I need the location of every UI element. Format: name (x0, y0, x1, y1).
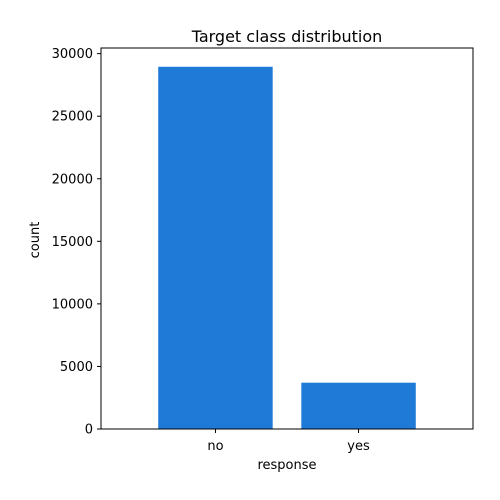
plot-frame (100, 47, 474, 430)
y-tick-label: 0 (85, 423, 93, 438)
x-axis: no yes (207, 429, 370, 454)
x-tick-label: yes (347, 439, 370, 454)
y-axis: 0 5000 10000 15000 20000 25000 30000 (52, 47, 101, 438)
y-tick-label: 10000 (52, 297, 93, 312)
y-tick-label: 25000 (52, 110, 93, 125)
y-tick-label: 5000 (60, 360, 93, 375)
y-tick-label: 20000 (52, 172, 93, 187)
y-axis-label: count (28, 222, 43, 259)
bars-layer (158, 66, 416, 430)
y-tick-label: 30000 (52, 47, 93, 62)
bar-no (158, 66, 273, 430)
y-tick-label: 15000 (52, 235, 93, 250)
bar-yes (301, 382, 416, 429)
x-tick-label: no (207, 439, 223, 454)
chart-title: Target class distribution (191, 27, 383, 46)
x-axis-label: response (257, 458, 316, 473)
